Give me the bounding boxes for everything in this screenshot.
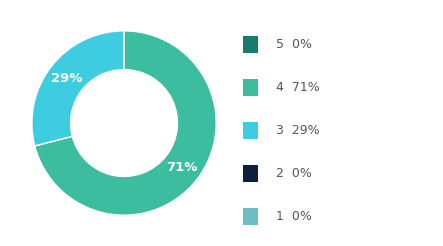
Text: 3  29%: 3 29% (276, 124, 319, 137)
FancyBboxPatch shape (243, 36, 257, 53)
FancyBboxPatch shape (243, 79, 257, 96)
Wedge shape (35, 31, 216, 215)
FancyBboxPatch shape (243, 165, 257, 182)
FancyBboxPatch shape (243, 122, 257, 139)
Text: 29%: 29% (51, 72, 82, 85)
FancyBboxPatch shape (243, 208, 257, 225)
Wedge shape (32, 31, 124, 146)
Text: 1  0%: 1 0% (276, 210, 312, 223)
Text: 4  71%: 4 71% (276, 81, 320, 94)
Text: 2  0%: 2 0% (276, 167, 312, 180)
Text: 5  0%: 5 0% (276, 38, 312, 51)
Text: 71%: 71% (166, 161, 197, 174)
